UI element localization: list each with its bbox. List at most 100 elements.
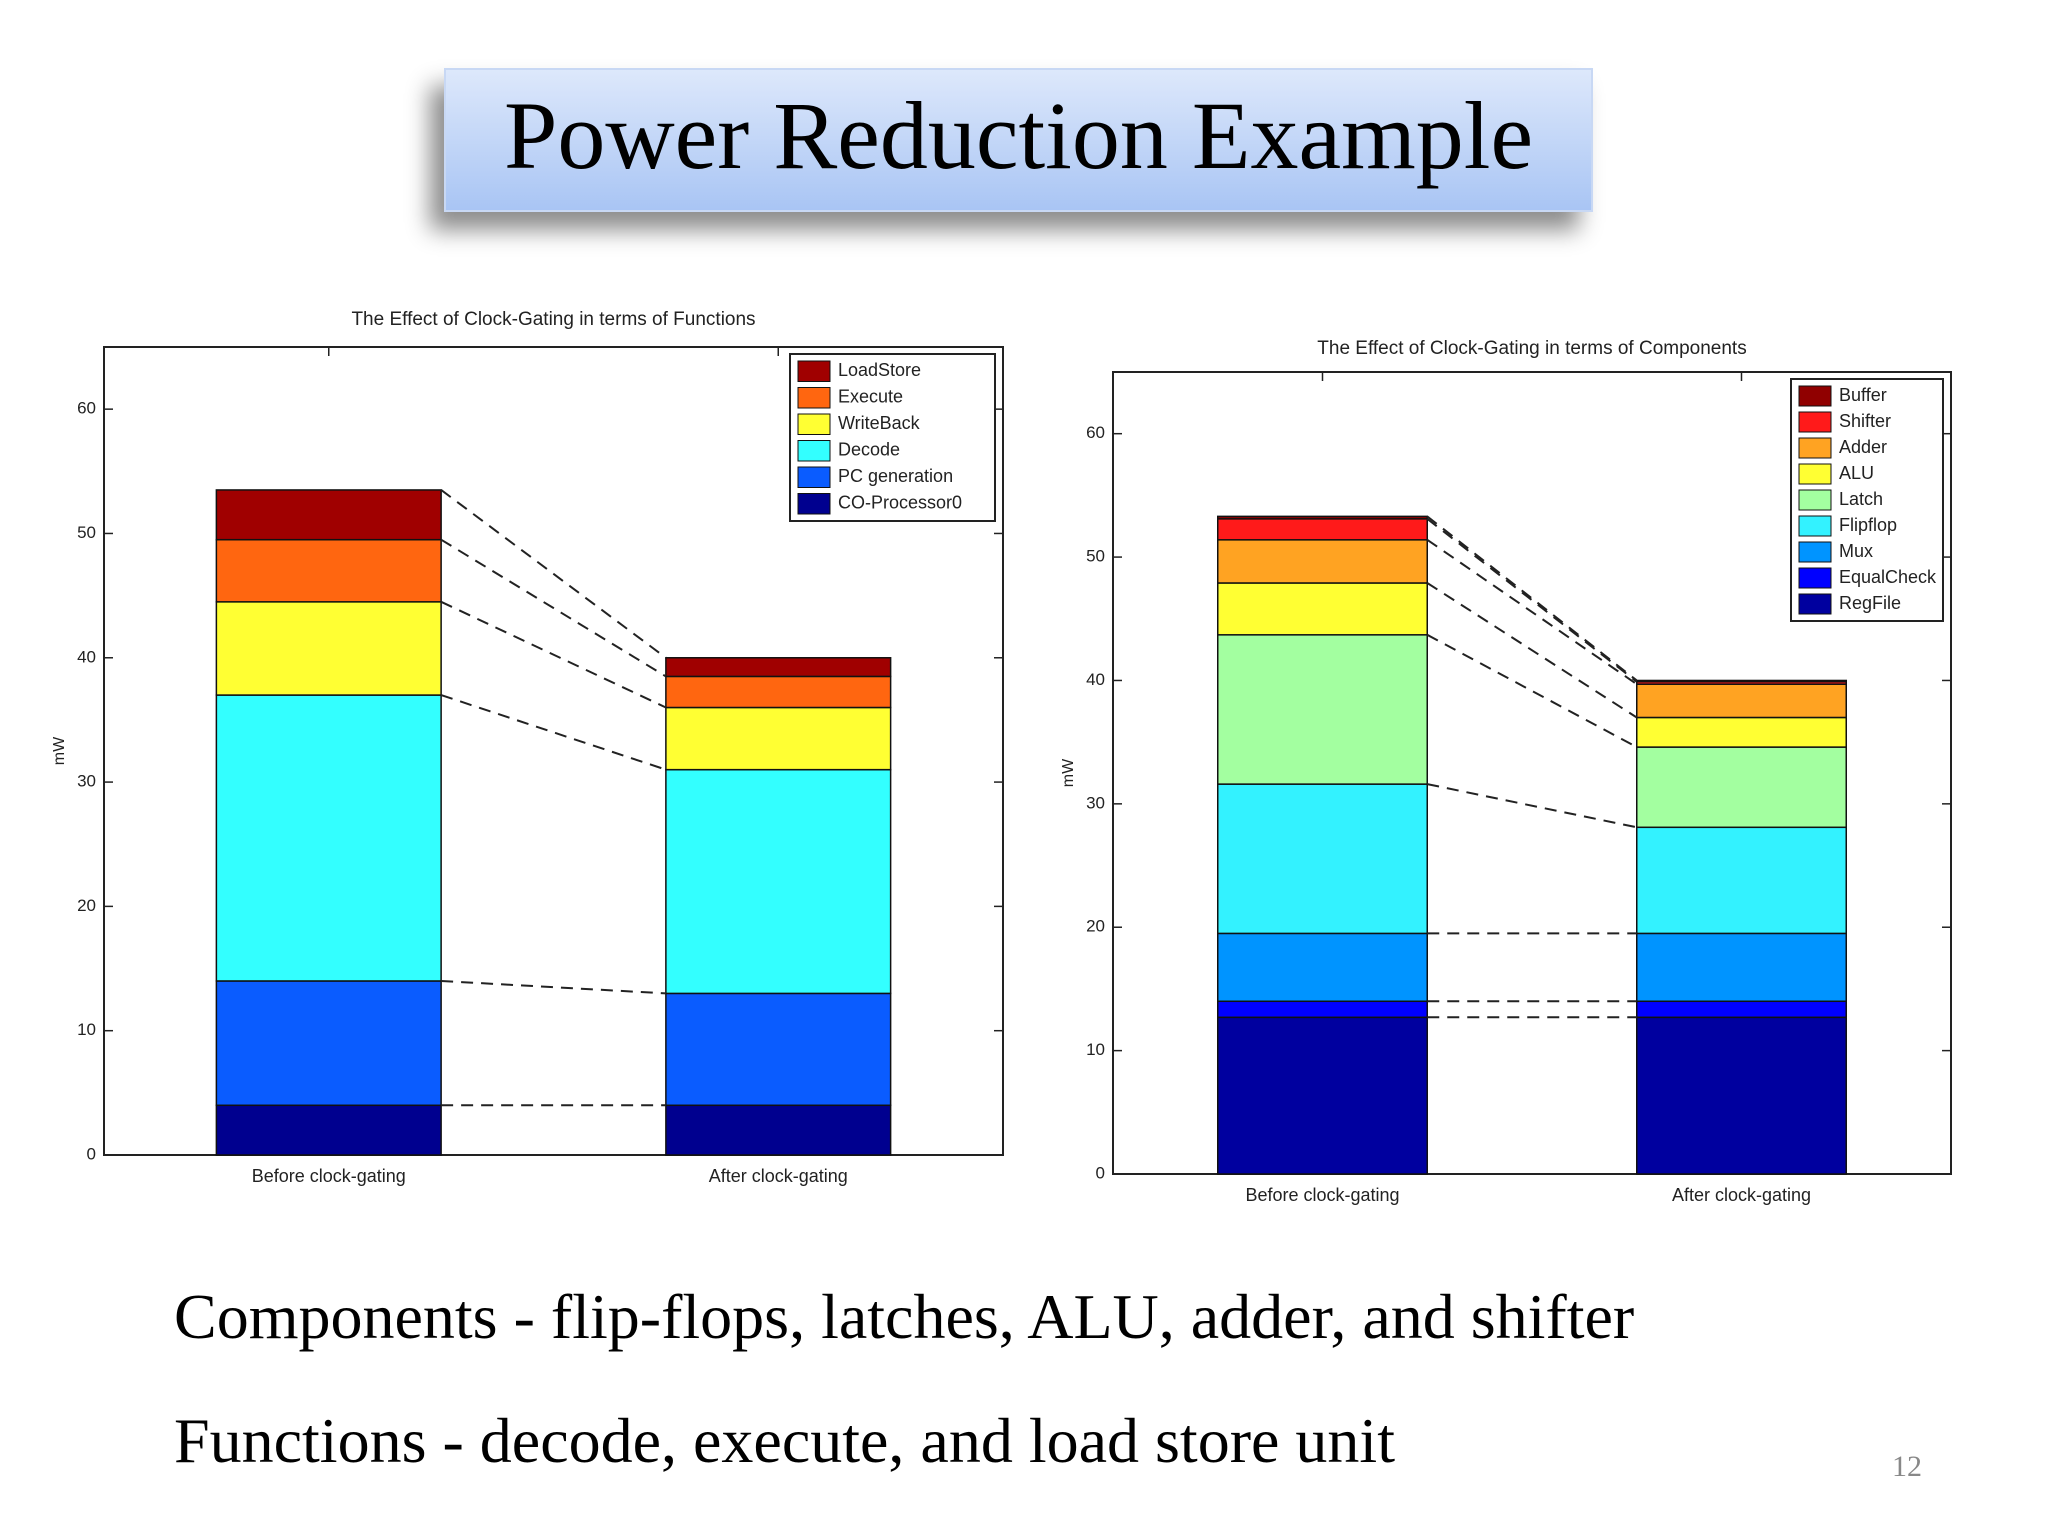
legend-label: Execute <box>838 387 903 407</box>
bar-segment <box>215 538 442 603</box>
y-tick-label: 10 <box>1086 1040 1105 1059</box>
title-box: Power Reduction Example <box>444 68 1593 212</box>
bullet: Functions - decode, execute, and load st… <box>174 1405 1395 1476</box>
bar-segment <box>215 601 442 696</box>
slide-title: Power Reduction Example <box>503 82 1534 189</box>
y-tick-label: 20 <box>1086 917 1105 936</box>
bar-segment <box>1636 716 1847 748</box>
bar-segment <box>1217 1000 1428 1019</box>
bar-segment <box>1217 634 1428 785</box>
connector <box>1426 582 1638 719</box>
legend-swatch <box>797 413 831 435</box>
legend-swatch <box>1798 385 1832 407</box>
bar-segment <box>665 1104 892 1156</box>
legend-swatch <box>797 360 831 382</box>
legend-swatch <box>1798 515 1832 537</box>
bar-segment <box>1217 1016 1428 1175</box>
bar-segment <box>1636 746 1847 829</box>
bar-segment <box>1217 518 1428 541</box>
x-tick-label: Before clock-gating <box>1245 1185 1399 1205</box>
legend-label: LoadStore <box>838 360 921 380</box>
y-tick-label: 40 <box>77 647 96 666</box>
legend-swatch <box>1798 489 1832 511</box>
bar-segment <box>1636 932 1847 1003</box>
connector <box>440 600 667 709</box>
legend-swatch <box>797 493 831 515</box>
chart-title: The Effect of Clock-Gating in terms of C… <box>1317 338 1746 359</box>
bar-segment <box>1217 515 1428 520</box>
connector <box>1426 633 1638 748</box>
legend-swatch <box>797 387 831 409</box>
plot-frame <box>103 346 1004 1156</box>
legend-swatch <box>1798 437 1832 459</box>
bar-segment <box>1636 679 1847 683</box>
bar-segment <box>215 489 442 541</box>
legend-swatch <box>1798 463 1832 485</box>
legend-label: Decode <box>838 440 900 460</box>
legend-swatch <box>1798 567 1832 589</box>
y-tick-label: 0 <box>87 1144 96 1163</box>
x-tick-label: After clock-gating <box>1672 1185 1811 1205</box>
y-tick-label: 60 <box>1086 423 1105 442</box>
legend-label: Flipflop <box>1839 515 1897 535</box>
legend-label: WriteBack <box>838 413 921 433</box>
bar-segment <box>665 706 892 771</box>
legend-swatch <box>1798 541 1832 563</box>
bar-segment <box>665 657 892 678</box>
connector <box>1427 783 1637 829</box>
legend-label: Adder <box>1839 437 1887 457</box>
legend-swatch <box>1798 411 1832 433</box>
y-tick-label: 60 <box>77 399 96 418</box>
bar-segment <box>665 675 892 709</box>
chart-title: The Effect of Clock-Gating in terms of F… <box>351 309 755 330</box>
y-axis-label: mW <box>51 736 68 765</box>
y-tick-label: 10 <box>77 1020 96 1039</box>
bar-segment <box>665 992 892 1107</box>
bullet: Components - flip-flops, latches, ALU, a… <box>174 1281 1635 1352</box>
legend-label: Latch <box>1839 489 1883 509</box>
legend-label: Shifter <box>1839 411 1891 431</box>
x-tick-label: After clock-gating <box>709 1166 848 1186</box>
legend-label: ALU <box>1839 463 1874 483</box>
connector <box>1426 518 1638 683</box>
y-tick-label: 40 <box>1086 670 1105 689</box>
legend-label: EqualCheck <box>1839 567 1937 587</box>
legend-swatch <box>797 440 831 462</box>
legend-label: CO-Processor0 <box>838 493 962 513</box>
bar-segment <box>1217 582 1428 636</box>
bar-segment <box>1217 783 1428 935</box>
bar-segment <box>215 694 442 982</box>
y-tick-label: 0 <box>1096 1163 1105 1182</box>
y-axis-label: mW <box>1060 758 1077 787</box>
bar-segment <box>665 768 892 995</box>
bar-segment <box>215 1104 442 1156</box>
y-tick-label: 50 <box>1086 547 1105 566</box>
legend-label: Buffer <box>1839 385 1887 405</box>
page-number: 12 <box>1892 1450 1922 1483</box>
y-tick-label: 30 <box>77 772 96 791</box>
legend-label: RegFile <box>1839 593 1901 613</box>
y-tick-label: 20 <box>77 896 96 915</box>
legend-label: PC generation <box>838 466 953 486</box>
y-tick-label: 30 <box>1086 793 1105 812</box>
connector <box>440 694 667 771</box>
connector <box>1426 515 1638 682</box>
connector <box>441 979 666 995</box>
bar-segment <box>215 980 442 1107</box>
legend-swatch <box>797 466 831 488</box>
charts: The Effect of Clock-Gating in terms of F… <box>51 309 1952 1205</box>
bar-segment <box>1217 932 1428 1003</box>
y-tick-label: 50 <box>77 523 96 542</box>
plot-frame <box>1112 371 1952 1175</box>
connector <box>440 538 667 678</box>
legend-label: Mux <box>1839 541 1873 561</box>
bar-segment <box>1636 1000 1847 1019</box>
connector <box>440 489 667 659</box>
bar-segment <box>1636 1016 1847 1175</box>
legend-swatch <box>1798 593 1832 615</box>
bar-segment <box>1636 826 1847 935</box>
bar-segment <box>1217 539 1428 584</box>
connector <box>1426 538 1638 685</box>
bar-segment <box>1636 683 1847 719</box>
